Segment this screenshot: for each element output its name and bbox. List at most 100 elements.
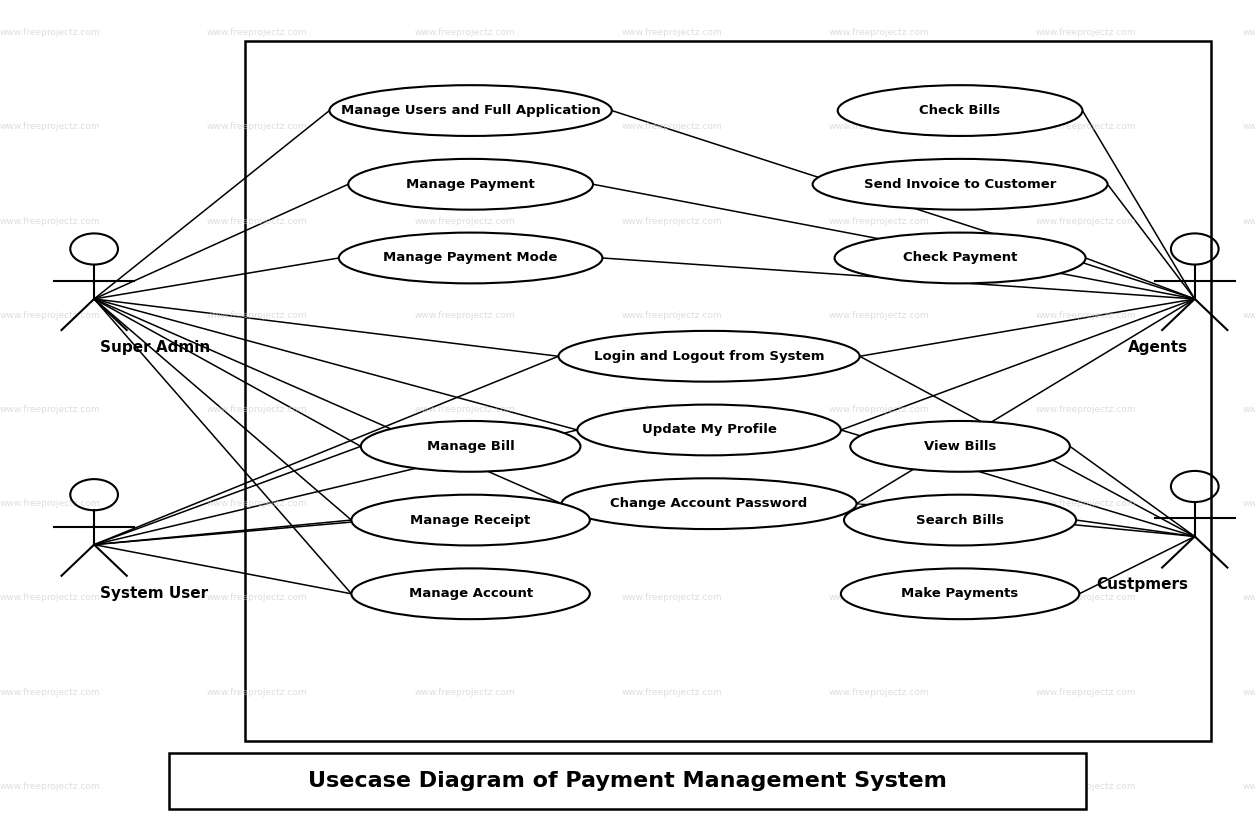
Text: www.freeprojectz.com: www.freeprojectz.com bbox=[1035, 782, 1136, 790]
Text: www.freeprojectz.com: www.freeprojectz.com bbox=[0, 29, 100, 37]
Text: www.freeprojectz.com: www.freeprojectz.com bbox=[828, 123, 929, 131]
Text: Update My Profile: Update My Profile bbox=[641, 423, 777, 437]
Ellipse shape bbox=[577, 405, 841, 455]
Text: Manage Payment: Manage Payment bbox=[407, 178, 535, 191]
Text: Manage Account: Manage Account bbox=[409, 587, 532, 600]
Text: www.freeprojectz.com: www.freeprojectz.com bbox=[828, 594, 929, 602]
Text: www.freeprojectz.com: www.freeprojectz.com bbox=[621, 123, 722, 131]
Ellipse shape bbox=[351, 568, 590, 619]
Text: www.freeprojectz.com: www.freeprojectz.com bbox=[207, 594, 307, 602]
Text: View Bills: View Bills bbox=[924, 440, 996, 453]
Text: www.freeprojectz.com: www.freeprojectz.com bbox=[621, 217, 722, 225]
Ellipse shape bbox=[835, 233, 1086, 283]
Ellipse shape bbox=[339, 233, 602, 283]
Text: www.freeprojectz.com: www.freeprojectz.com bbox=[1242, 405, 1255, 414]
Text: www.freeprojectz.com: www.freeprojectz.com bbox=[207, 29, 307, 37]
Ellipse shape bbox=[838, 85, 1082, 136]
Text: www.freeprojectz.com: www.freeprojectz.com bbox=[621, 311, 722, 319]
Text: www.freeprojectz.com: www.freeprojectz.com bbox=[0, 500, 100, 508]
Text: Make Payments: Make Payments bbox=[901, 587, 1019, 600]
Text: www.freeprojectz.com: www.freeprojectz.com bbox=[207, 782, 307, 790]
Ellipse shape bbox=[558, 331, 860, 382]
Text: Manage Receipt: Manage Receipt bbox=[410, 514, 531, 527]
Text: www.freeprojectz.com: www.freeprojectz.com bbox=[1035, 500, 1136, 508]
Text: www.freeprojectz.com: www.freeprojectz.com bbox=[828, 782, 929, 790]
Text: www.freeprojectz.com: www.freeprojectz.com bbox=[1035, 311, 1136, 319]
Text: www.freeprojectz.com: www.freeprojectz.com bbox=[1035, 594, 1136, 602]
Text: www.freeprojectz.com: www.freeprojectz.com bbox=[621, 594, 722, 602]
Text: www.freeprojectz.com: www.freeprojectz.com bbox=[621, 688, 722, 696]
Text: www.freeprojectz.com: www.freeprojectz.com bbox=[0, 405, 100, 414]
Ellipse shape bbox=[841, 568, 1079, 619]
Text: www.freeprojectz.com: www.freeprojectz.com bbox=[621, 500, 722, 508]
Text: www.freeprojectz.com: www.freeprojectz.com bbox=[0, 123, 100, 131]
Text: www.freeprojectz.com: www.freeprojectz.com bbox=[828, 217, 929, 225]
Text: www.freeprojectz.com: www.freeprojectz.com bbox=[207, 500, 307, 508]
Text: www.freeprojectz.com: www.freeprojectz.com bbox=[1242, 782, 1255, 790]
FancyBboxPatch shape bbox=[169, 753, 1086, 809]
Text: www.freeprojectz.com: www.freeprojectz.com bbox=[1242, 688, 1255, 696]
Text: Check Payment: Check Payment bbox=[902, 251, 1018, 265]
FancyBboxPatch shape bbox=[245, 41, 1211, 741]
Ellipse shape bbox=[561, 478, 856, 529]
Text: Change Account Password: Change Account Password bbox=[610, 497, 808, 510]
Text: www.freeprojectz.com: www.freeprojectz.com bbox=[207, 405, 307, 414]
Text: www.freeprojectz.com: www.freeprojectz.com bbox=[621, 29, 722, 37]
Text: www.freeprojectz.com: www.freeprojectz.com bbox=[207, 217, 307, 225]
Ellipse shape bbox=[349, 159, 592, 210]
Text: www.freeprojectz.com: www.freeprojectz.com bbox=[0, 688, 100, 696]
Text: www.freeprojectz.com: www.freeprojectz.com bbox=[1242, 311, 1255, 319]
Text: www.freeprojectz.com: www.freeprojectz.com bbox=[1035, 217, 1136, 225]
Ellipse shape bbox=[850, 421, 1069, 472]
Text: www.freeprojectz.com: www.freeprojectz.com bbox=[828, 688, 929, 696]
Text: www.freeprojectz.com: www.freeprojectz.com bbox=[0, 782, 100, 790]
Text: www.freeprojectz.com: www.freeprojectz.com bbox=[1242, 594, 1255, 602]
Text: www.freeprojectz.com: www.freeprojectz.com bbox=[1035, 29, 1136, 37]
Text: www.freeprojectz.com: www.freeprojectz.com bbox=[207, 688, 307, 696]
Text: www.freeprojectz.com: www.freeprojectz.com bbox=[0, 311, 100, 319]
Text: Manage Bill: Manage Bill bbox=[427, 440, 515, 453]
Text: Manage Users and Full Application: Manage Users and Full Application bbox=[341, 104, 600, 117]
Text: www.freeprojectz.com: www.freeprojectz.com bbox=[414, 594, 515, 602]
Ellipse shape bbox=[845, 495, 1077, 545]
Text: www.freeprojectz.com: www.freeprojectz.com bbox=[1242, 217, 1255, 225]
Ellipse shape bbox=[329, 85, 612, 136]
Text: www.freeprojectz.com: www.freeprojectz.com bbox=[621, 782, 722, 790]
Text: Agents: Agents bbox=[1128, 340, 1188, 355]
Text: Search Bills: Search Bills bbox=[916, 514, 1004, 527]
Text: www.freeprojectz.com: www.freeprojectz.com bbox=[1242, 123, 1255, 131]
Text: www.freeprojectz.com: www.freeprojectz.com bbox=[828, 500, 929, 508]
Text: www.freeprojectz.com: www.freeprojectz.com bbox=[207, 311, 307, 319]
Text: Send Invoice to Customer: Send Invoice to Customer bbox=[863, 178, 1057, 191]
Text: www.freeprojectz.com: www.freeprojectz.com bbox=[414, 782, 515, 790]
Text: System User: System User bbox=[100, 586, 208, 600]
Text: Check Bills: Check Bills bbox=[920, 104, 1000, 117]
Text: www.freeprojectz.com: www.freeprojectz.com bbox=[0, 594, 100, 602]
Text: www.freeprojectz.com: www.freeprojectz.com bbox=[414, 311, 515, 319]
Text: www.freeprojectz.com: www.freeprojectz.com bbox=[1242, 500, 1255, 508]
Text: www.freeprojectz.com: www.freeprojectz.com bbox=[207, 123, 307, 131]
Ellipse shape bbox=[813, 159, 1108, 210]
Text: www.freeprojectz.com: www.freeprojectz.com bbox=[414, 123, 515, 131]
Ellipse shape bbox=[361, 421, 580, 472]
Text: www.freeprojectz.com: www.freeprojectz.com bbox=[414, 688, 515, 696]
Text: www.freeprojectz.com: www.freeprojectz.com bbox=[828, 405, 929, 414]
Text: www.freeprojectz.com: www.freeprojectz.com bbox=[1035, 123, 1136, 131]
Text: www.freeprojectz.com: www.freeprojectz.com bbox=[414, 29, 515, 37]
Text: www.freeprojectz.com: www.freeprojectz.com bbox=[1035, 688, 1136, 696]
Text: www.freeprojectz.com: www.freeprojectz.com bbox=[621, 405, 722, 414]
Text: www.freeprojectz.com: www.freeprojectz.com bbox=[1242, 29, 1255, 37]
Text: Custpmers: Custpmers bbox=[1097, 577, 1188, 592]
Text: www.freeprojectz.com: www.freeprojectz.com bbox=[828, 29, 929, 37]
Text: www.freeprojectz.com: www.freeprojectz.com bbox=[414, 217, 515, 225]
Text: www.freeprojectz.com: www.freeprojectz.com bbox=[828, 311, 929, 319]
Text: Super Admin: Super Admin bbox=[100, 340, 211, 355]
Text: www.freeprojectz.com: www.freeprojectz.com bbox=[0, 217, 100, 225]
Text: www.freeprojectz.com: www.freeprojectz.com bbox=[1035, 405, 1136, 414]
Text: Manage Payment Mode: Manage Payment Mode bbox=[384, 251, 557, 265]
Text: Usecase Diagram of Payment Management System: Usecase Diagram of Payment Management Sy… bbox=[307, 771, 948, 791]
Text: www.freeprojectz.com: www.freeprojectz.com bbox=[414, 405, 515, 414]
Ellipse shape bbox=[351, 495, 590, 545]
Text: Login and Logout from System: Login and Logout from System bbox=[594, 350, 825, 363]
Text: www.freeprojectz.com: www.freeprojectz.com bbox=[414, 500, 515, 508]
